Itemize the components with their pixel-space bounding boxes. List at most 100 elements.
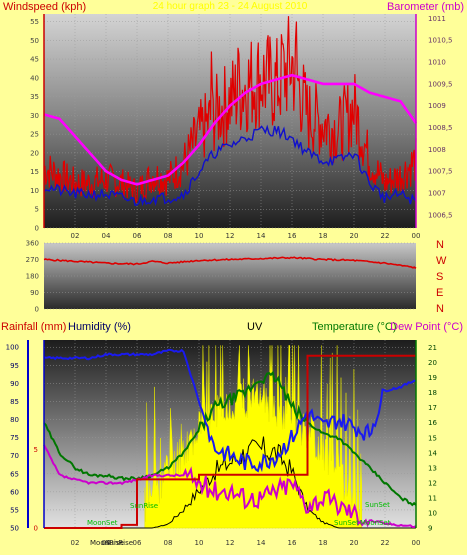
compass-letter: S — [436, 271, 443, 283]
rainfall-tick-labels: 05 — [34, 446, 38, 532]
x-tick: 06 — [133, 539, 142, 547]
temperature-tick: 21 — [428, 344, 437, 352]
x-tick: 08 — [164, 539, 173, 547]
chart-title: 24 hour graph 23 - 24 August 2010 — [153, 1, 308, 12]
dewpoint-line — [43, 444, 417, 529]
barometer-tick: 1011 — [428, 15, 446, 23]
annotation-label: SunSet — [365, 501, 390, 509]
temperature-tick: 12 — [428, 479, 437, 487]
humidity-tick: 55 — [10, 506, 19, 514]
annotation-label: SunSet — [334, 519, 359, 527]
annotation-label: MoonSet — [360, 519, 391, 527]
humidity-tick: 100 — [6, 344, 19, 352]
compass-letter: N — [436, 239, 444, 251]
annotation-label: MoonSet — [87, 519, 118, 527]
temperature-tick: 14 — [428, 449, 437, 457]
x-tick: 18 — [319, 539, 328, 547]
windspeed-tick-labels: 0 5 10 15 20 25 30 35 40 45 50 55 — [30, 18, 39, 232]
sun-moon-annotations: SunRise SunSetMoonSetMoonRiseSunRiseSunSe… — [87, 501, 391, 547]
temperature-tick: 18 — [428, 389, 437, 397]
x-tick: 16 — [288, 539, 297, 547]
barometer-tick: 1006,5 — [428, 211, 453, 219]
compass-letter: W — [436, 255, 447, 267]
temperature-line — [43, 370, 417, 507]
x-tick: 14 — [257, 539, 266, 547]
rainfall-line — [44, 354, 416, 529]
x-tick: 14 — [257, 232, 266, 240]
barometer-axis-label: Barometer (mb) — [387, 1, 464, 13]
barometer-line — [43, 73, 418, 186]
windspeed-axis-label: Windspeed (kph) — [3, 1, 86, 13]
temperature-tick: 17 — [428, 404, 437, 412]
direction-tick: 360 — [26, 240, 39, 248]
panel-rain-humidity-temp: Rainfall (mm) Humidity (%) UV Temperatur… — [1, 321, 463, 547]
humidity-tick-labels: 50 55 60 65 70 75 80 85 90 95 100 — [6, 344, 19, 533]
humidity-tick: 50 — [10, 525, 19, 533]
panel-wind-barometer: 24 hour graph 23 - 24 August 2010 Windsp… — [3, 1, 464, 240]
windspeed-tick: 10 — [30, 187, 39, 195]
direction-tick: 90 — [30, 289, 39, 297]
barometer-tick: 1008,5 — [428, 124, 453, 132]
humidity-tick: 95 — [10, 362, 19, 370]
x-tick: 22 — [381, 539, 390, 547]
windspeed-tick: 30 — [30, 112, 39, 120]
windspeed-tick: 45 — [30, 56, 39, 64]
x-tick: 18 — [319, 232, 328, 240]
wind-average-line — [43, 124, 417, 207]
compass-letter: N — [436, 303, 444, 315]
humidity-tick: 80 — [10, 416, 19, 424]
x-tick: 02 — [71, 232, 80, 240]
humidity-tick: 75 — [10, 434, 19, 442]
rainfall-tick: 0 — [34, 525, 38, 533]
windspeed-tick: 35 — [30, 93, 39, 101]
temperature-tick-labels: 9 10 11 12 13 14 15 16 17 18 19 20 21 — [428, 344, 437, 532]
windspeed-tick: 50 — [30, 37, 39, 45]
windspeed-tick: 25 — [30, 131, 39, 139]
x-tick: 04 — [102, 232, 111, 240]
annotation-label: MoonRise — [90, 539, 124, 547]
panel1-marks — [43, 14, 418, 228]
x-tick: 00 — [412, 232, 421, 240]
windspeed-tick: 0 — [35, 225, 39, 233]
x-tick: 16 — [288, 232, 297, 240]
x-tick: 20 — [350, 539, 359, 547]
temperature-tick: 16 — [428, 419, 437, 427]
temperature-tick: 19 — [428, 374, 437, 382]
x-tick: 12 — [226, 539, 235, 547]
temperature-tick: 9 — [428, 525, 432, 533]
humidity-tick: 65 — [10, 470, 19, 478]
humidity-tick: 85 — [10, 398, 19, 406]
direction-tick: 0 — [35, 306, 39, 314]
humidity-tick: 90 — [10, 380, 19, 388]
annotation-label: SunRise — [105, 539, 133, 547]
panel2-marks — [43, 256, 417, 269]
barometer-tick: 1009,5 — [428, 80, 453, 88]
humidity-tick: 60 — [10, 488, 19, 496]
rainfall-axis-label: Rainfall (mm) — [1, 321, 66, 333]
x-tick: 08 — [164, 232, 173, 240]
barometer-tick: 1007,5 — [428, 168, 453, 176]
temperature-tick: 11 — [428, 494, 437, 502]
barometer-tick: 1007 — [428, 190, 446, 198]
panel1-x-tick-labels: 02 04 06 08 10 12 14 16 18 20 22 00 — [71, 232, 421, 240]
humidity-axis-label: Humidity (%) — [68, 321, 131, 333]
annotation-label: SunRise — [130, 502, 158, 510]
panel3-x-tick-labels: 02 04 06 08 10 12 14 16 18 20 22 00 — [71, 539, 421, 547]
x-tick: 02 — [71, 539, 80, 547]
x-tick: 00 — [412, 539, 421, 547]
temperature-axis-label: Temperature (°C) — [312, 321, 396, 333]
x-tick: 22 — [381, 232, 390, 240]
dewpoint-axis-label: Dew Point (°C) — [390, 321, 463, 333]
windspeed-tick: 15 — [30, 168, 39, 176]
barometer-tick: 1009 — [428, 102, 446, 110]
compass-letter: E — [436, 287, 443, 299]
temperature-tick: 20 — [428, 359, 437, 367]
direction-tick: 270 — [26, 256, 39, 264]
barometer-tick: 1008 — [428, 146, 446, 154]
direction-tick-labels: 0 90 180 270 360 — [26, 240, 39, 314]
temperature-tick: 15 — [428, 434, 437, 442]
humidity-line — [43, 348, 416, 473]
